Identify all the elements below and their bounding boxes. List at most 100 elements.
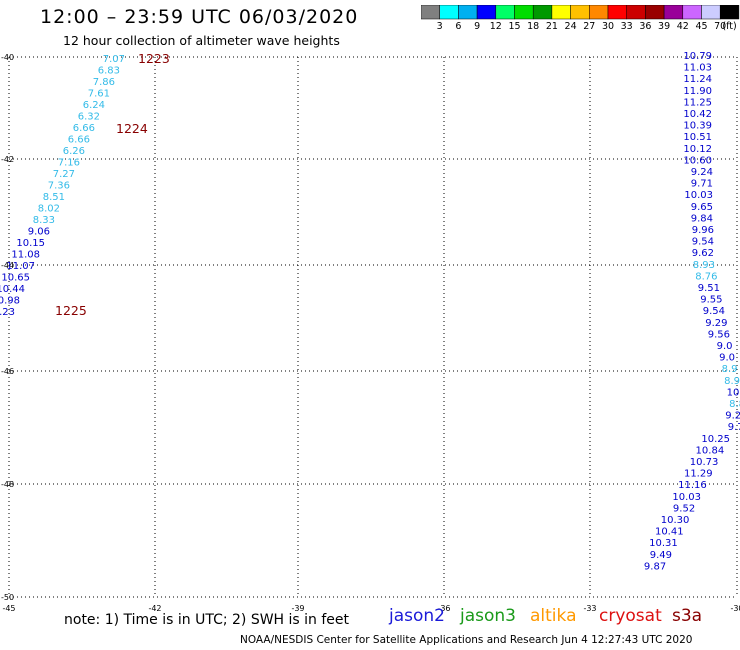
legend-altika: altika [530,606,577,626]
lon-label: -42 [148,604,161,613]
wave-height-value: 7.86 [93,77,115,88]
scale-swatch [682,5,702,20]
wave-height-value: 8.76 [695,271,717,282]
scale-swatch [607,5,627,20]
scale-swatch [421,5,440,20]
wave-height-value: 7.36 [48,181,70,192]
lat-lon-grid [8,56,738,598]
time-mark: 1225 [55,303,87,318]
wave-height-value: 11.03 [683,63,712,74]
scale-label: 33 [620,21,633,32]
lon-label: -45 [2,604,15,613]
scale-swatch [645,5,665,20]
scale-label: 6 [455,21,462,32]
wave-height-value: 11.07 [6,261,35,272]
scale-swatch [495,5,515,20]
wave-height-value: 7.61 [88,89,110,100]
lat-label: -46 [1,367,14,376]
lat-label: -44 [1,261,14,270]
wave-height-value: 11.29 [684,469,713,480]
scale-label: 21 [545,21,558,32]
wave-height-value: 10.25 [701,434,730,445]
wave-height-value: 10.65 [1,273,30,284]
scale-label: (ft) [722,21,737,32]
wave-height-value: 9.71 [691,179,713,190]
wave-height-value: 10.03 [672,492,701,503]
wave-height-value: 8.8 [729,399,740,410]
wave-height-value: 9.29 [705,318,727,329]
wave-height-value: 9.62 [692,248,714,259]
wave-height-value: 9.29 [725,411,740,422]
time-mark: 1223 [138,51,170,66]
map-title: 12:00 – 23:59 UTC 06/03/2020 [40,6,359,28]
wave-height-value: 6.66 [68,135,90,146]
wave-height-value: 10.30 [661,515,690,526]
wave-height-value: 8.33 [33,215,55,226]
wave-height-value: 11.08 [11,250,40,261]
scale-swatch [532,5,553,20]
footer-credit: NOAA/NESDIS Center for Satellite Applica… [240,634,693,646]
wave-height-value: 10.39 [683,121,712,132]
scale-swatch [476,5,497,20]
map-note: note: 1) Time is in UTC; 2) SWH is in fe… [64,612,350,628]
wave-height-value: 10.12 [683,144,712,155]
wave-height-value: 9.56 [708,329,730,340]
scale-label: 12 [489,21,502,32]
time-mark: 1224 [116,121,148,136]
wave-height-value: 6.83 [98,66,120,77]
map-subtitle: 12 hour collection of altimeter wave hei… [63,33,340,48]
scale-label: 45 [695,21,708,32]
scale-swatch [663,5,684,20]
wave-height-value: 9.52 [673,503,695,514]
wave-height-value: 9.55 [700,295,722,306]
scale-swatch [589,5,609,20]
wave-height-value: 10.98 [0,296,20,307]
wave-height-value: 7.16 [58,158,80,169]
wave-height-value: 10.84 [696,445,725,456]
wave-height-value: 6.26 [63,146,85,157]
wave-height-value: 9.84 [691,213,713,224]
scale-swatch [514,5,534,20]
wave-height-value: 10.31 [649,538,678,549]
scale-label: 9 [474,21,481,32]
wave-height-value: 11.23 [0,307,15,318]
lat-label: -40 [1,53,14,62]
scale-label: 15 [508,21,521,32]
wave-height-value: 9.51 [698,283,720,294]
wave-height-value: 9.79 [728,422,740,433]
wave-height-value: 8.02 [38,204,60,215]
wave-height-value: 10.03 [684,190,713,201]
wave-height-value: 9.0 [719,353,735,364]
scale-label: 42 [676,21,689,32]
wave-height-value: 9.54 [692,237,714,248]
scale-swatch [551,5,571,20]
wave-height-value: 6.32 [78,112,100,123]
legend-jason2: jason2 [389,606,445,626]
lon-label: -30 [730,604,740,613]
scale-label: 70 [714,21,727,32]
wave-height-value: 10. [727,387,740,398]
wave-height-value: 10.73 [690,457,719,468]
wave-height-value: 9.06 [28,227,50,238]
wave-height-value: 10.44 [0,284,25,295]
wave-height-value: 10.79 [683,51,712,62]
wave-height-value: 9.0 [717,341,733,352]
wave-height-value: 8.51 [43,192,65,203]
lat-label: -48 [1,480,14,489]
scale-label: 27 [583,21,596,32]
scale-swatch [719,5,740,20]
wave-height-value: 11.24 [683,74,712,85]
scale-label: 24 [564,21,577,32]
wave-height-value: 9.24 [691,167,713,178]
wave-height-value: 11.90 [683,86,712,97]
wave-height-value: 7.07 [103,54,125,65]
lon-label: -39 [291,604,304,613]
legend-s3a: s3a [672,606,703,626]
time-marks: 1223 1224 1225 [55,51,170,318]
scale-swatch [439,5,459,20]
scale-label: 3 [436,21,443,32]
wave-height-value: 10.51 [683,132,712,143]
legend-cryosat: cryosat [599,606,662,626]
wave-height-value: 6.66 [73,123,95,134]
